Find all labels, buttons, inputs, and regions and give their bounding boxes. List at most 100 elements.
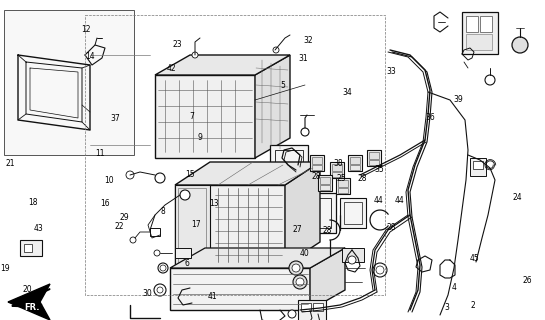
Bar <box>303 198 331 228</box>
Text: FR.: FR. <box>27 292 45 308</box>
Text: 42: 42 <box>166 64 176 73</box>
Polygon shape <box>255 55 290 158</box>
Bar <box>350 157 360 164</box>
Circle shape <box>154 250 160 256</box>
Bar <box>312 157 322 164</box>
Bar <box>332 172 342 177</box>
Text: 28: 28 <box>386 223 396 232</box>
Text: 9: 9 <box>197 133 202 142</box>
Bar <box>480 16 492 32</box>
Circle shape <box>293 275 307 289</box>
Text: 44: 44 <box>395 196 404 204</box>
Circle shape <box>130 237 136 243</box>
Bar <box>466 16 478 32</box>
Polygon shape <box>175 185 285 265</box>
Bar <box>310 155 324 171</box>
Bar <box>367 150 381 166</box>
Bar <box>298 300 326 320</box>
Polygon shape <box>170 268 310 310</box>
Circle shape <box>180 190 190 200</box>
Bar <box>338 180 348 187</box>
Bar <box>338 188 348 193</box>
Text: 12: 12 <box>81 25 91 34</box>
Polygon shape <box>8 284 50 302</box>
Circle shape <box>158 263 168 273</box>
Circle shape <box>289 261 303 275</box>
Circle shape <box>155 173 165 183</box>
Circle shape <box>512 37 528 53</box>
Circle shape <box>485 75 495 85</box>
Circle shape <box>301 128 309 136</box>
Text: 11: 11 <box>95 149 105 158</box>
Text: 16: 16 <box>100 199 110 208</box>
Polygon shape <box>175 162 320 185</box>
Bar <box>330 162 344 178</box>
Polygon shape <box>285 162 320 265</box>
Text: 36: 36 <box>426 113 435 122</box>
Bar <box>275 150 303 178</box>
Bar <box>150 228 160 236</box>
Bar <box>336 178 350 194</box>
Text: 6: 6 <box>185 260 189 268</box>
Polygon shape <box>8 302 50 320</box>
Circle shape <box>292 264 300 272</box>
Bar <box>178 188 206 262</box>
Text: 3: 3 <box>445 303 449 312</box>
Bar <box>473 161 483 169</box>
Bar <box>369 152 379 159</box>
Text: 34: 34 <box>343 88 353 97</box>
Bar <box>332 164 342 171</box>
Circle shape <box>296 278 304 286</box>
Bar <box>312 165 322 170</box>
Text: 32: 32 <box>303 36 313 45</box>
Bar <box>470 158 486 176</box>
Text: 28: 28 <box>311 172 321 180</box>
Text: 2: 2 <box>471 301 475 310</box>
Text: 18: 18 <box>28 198 38 207</box>
Text: 20: 20 <box>22 285 32 294</box>
Bar <box>348 155 362 171</box>
Text: 28: 28 <box>322 226 332 235</box>
Text: 21: 21 <box>5 159 15 168</box>
Text: 5: 5 <box>280 81 284 90</box>
Bar <box>369 160 379 165</box>
Text: 45: 45 <box>469 254 479 263</box>
Text: 31: 31 <box>298 54 308 63</box>
Circle shape <box>157 287 163 293</box>
Bar <box>175 248 191 258</box>
Text: 24: 24 <box>513 193 523 202</box>
Text: 27: 27 <box>292 225 302 234</box>
Polygon shape <box>155 75 255 158</box>
Circle shape <box>192 52 198 58</box>
Bar <box>298 193 336 233</box>
Text: 13: 13 <box>209 199 219 208</box>
Circle shape <box>160 265 166 271</box>
Circle shape <box>126 171 134 179</box>
Polygon shape <box>170 248 345 268</box>
Text: 7: 7 <box>190 112 194 121</box>
Circle shape <box>376 266 384 274</box>
Text: 17: 17 <box>191 220 201 228</box>
Text: 28: 28 <box>358 174 367 183</box>
Text: 33: 33 <box>386 67 396 76</box>
Bar <box>318 175 332 191</box>
Bar <box>344 202 362 224</box>
Bar <box>270 145 308 183</box>
Bar <box>313 303 323 311</box>
Circle shape <box>348 256 356 264</box>
Text: 37: 37 <box>111 114 120 123</box>
Text: FR.: FR. <box>24 302 40 311</box>
Circle shape <box>154 284 166 296</box>
Bar <box>301 303 311 311</box>
Bar <box>4 10 134 155</box>
Bar <box>340 198 366 228</box>
Text: 26: 26 <box>523 276 532 285</box>
Text: 41: 41 <box>208 292 217 301</box>
Text: 29: 29 <box>119 213 129 222</box>
Bar <box>24 244 32 252</box>
Text: 22: 22 <box>114 222 124 231</box>
Bar <box>320 177 330 184</box>
Bar <box>342 248 364 262</box>
Text: 39: 39 <box>453 95 463 104</box>
Bar <box>20 240 42 256</box>
